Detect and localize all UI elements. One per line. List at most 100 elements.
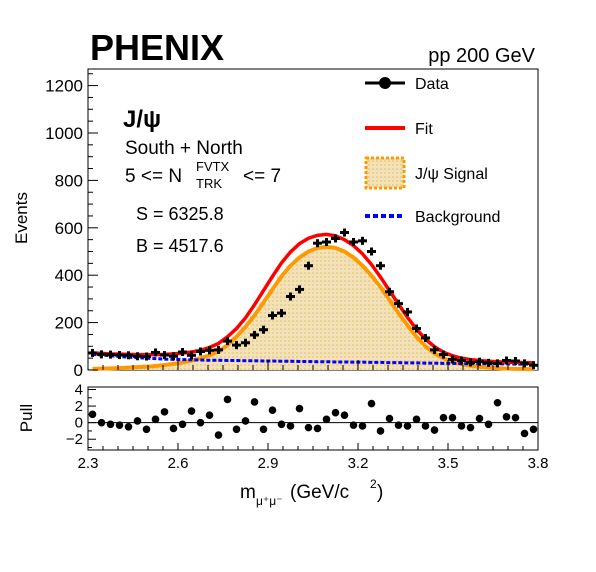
pull-point — [349, 421, 358, 429]
multiplicity-superscript: FVTX — [196, 159, 230, 174]
pull-point — [304, 423, 313, 432]
data-point — [214, 345, 223, 354]
pull-point — [430, 426, 439, 434]
x-tick-label: 3.2 — [348, 455, 369, 472]
data-point — [340, 228, 349, 237]
y-tick-label-pull: 0 — [75, 415, 83, 432]
data-point — [151, 348, 160, 357]
pull-point — [358, 422, 367, 430]
data-point — [466, 358, 475, 367]
data-point — [295, 285, 304, 294]
pull-point — [322, 415, 331, 424]
pull-point — [214, 431, 223, 439]
data-point — [349, 238, 358, 247]
multiplicity-subscript: TRK — [196, 176, 222, 191]
signal-count-label: S = 6325.8 — [136, 204, 224, 224]
legend-data-marker — [379, 77, 391, 89]
main-plot-area — [88, 228, 538, 372]
data-point — [160, 351, 169, 360]
data-point — [97, 350, 106, 359]
pull-point — [223, 395, 232, 404]
data-point — [178, 347, 187, 356]
experiment-title: PHENIX — [90, 27, 224, 68]
y-tick-label-main: 200 — [55, 314, 83, 333]
y-tick-label-pull: 2 — [75, 398, 83, 415]
pull-point — [493, 398, 502, 407]
data-point — [475, 357, 484, 366]
signal-fill — [88, 246, 538, 370]
pull-point — [115, 421, 124, 429]
multiplicity-prefix: 5 <= N — [125, 166, 182, 187]
x-axis-title-subscript: μ⁺μ⁻ — [256, 494, 283, 508]
pull-point — [241, 417, 250, 425]
data-point — [457, 356, 466, 365]
pull-point — [250, 398, 259, 406]
pull-point — [502, 413, 511, 421]
data-point — [502, 356, 511, 365]
data-point — [403, 307, 412, 316]
collision-system-label: pp 200 GeV — [428, 45, 535, 67]
y-tick-label-main: 0 — [74, 361, 83, 380]
data-point — [241, 338, 250, 347]
data-point — [304, 261, 313, 270]
data-point — [367, 247, 376, 256]
pull-point — [466, 423, 475, 432]
legend-data-label: Data — [415, 76, 449, 93]
y-tick-label-main: 1000 — [45, 124, 83, 143]
pull-point — [124, 422, 133, 431]
pull-point — [520, 429, 529, 438]
pull-point — [169, 424, 178, 433]
legend-item-fit: Fit — [365, 121, 433, 138]
x-axis-title: m μ⁺μ⁻ (GeV/c 2 ) — [240, 477, 383, 508]
pull-point — [187, 407, 196, 415]
legend-item-data: Data — [365, 76, 449, 93]
data-point — [430, 345, 439, 354]
pull-point — [142, 425, 151, 434]
background-count-label: B = 4517.6 — [136, 236, 224, 256]
data-point — [259, 325, 268, 334]
y-tick-label-main: 400 — [55, 266, 83, 285]
pull-point — [97, 418, 106, 427]
data-point — [205, 346, 214, 355]
pull-point — [295, 404, 304, 413]
data-point — [223, 337, 232, 346]
pull-point — [421, 422, 430, 430]
data-point — [529, 361, 538, 370]
pull-point — [259, 425, 268, 434]
x-tick-label: 2.6 — [168, 455, 189, 472]
data-point — [493, 359, 502, 368]
data-point — [331, 234, 340, 243]
data-point — [115, 351, 124, 360]
multiplicity-label: 5 <= N FVTX TRK <= 7 — [125, 159, 281, 191]
data-point — [250, 330, 259, 339]
pull-point — [340, 411, 349, 419]
data-point — [277, 309, 286, 318]
data-point — [385, 287, 394, 296]
legend-fit-label: Fit — [415, 121, 433, 138]
x-tick-label: 3.5 — [438, 455, 459, 472]
pull-point — [376, 427, 385, 435]
legend-signal-label: J/ψ Signal — [415, 166, 488, 183]
y-axis-title-main: Events — [12, 192, 31, 244]
pull-point — [232, 425, 241, 434]
pull-point — [439, 413, 448, 422]
data-point — [439, 350, 448, 359]
x-tick-label: 3.8 — [528, 455, 549, 472]
y-tick-label-main: 1200 — [45, 77, 83, 96]
data-point — [169, 352, 178, 361]
y-tick-label-pull: −2 — [66, 431, 83, 448]
y-tick-label-main: 800 — [55, 171, 83, 190]
pull-point — [484, 420, 493, 429]
y-tick-label-pull: 4 — [75, 381, 83, 398]
data-point — [322, 238, 331, 247]
data-point — [394, 299, 403, 308]
data-point — [421, 334, 430, 343]
pull-point — [88, 410, 97, 419]
pull-point — [313, 424, 322, 433]
legend-signal-swatch — [364, 156, 406, 190]
data-point — [142, 352, 151, 361]
data-point — [358, 236, 367, 245]
pull-point — [277, 420, 286, 429]
